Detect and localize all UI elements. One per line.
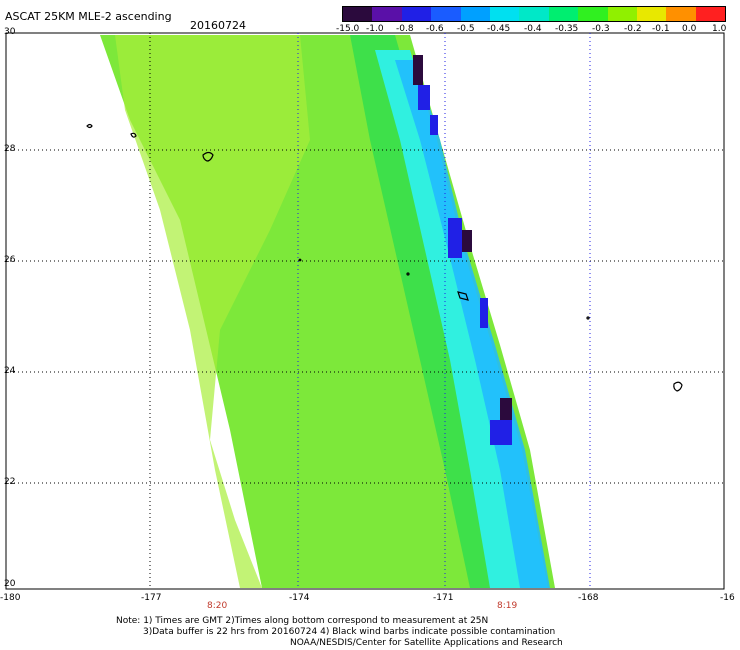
footer-note-line-2: 3)Data buffer is 22 hrs from 20160724 4)… [143, 627, 556, 637]
colorbar-label: -1.0 [366, 24, 384, 34]
lat-label: 28 [4, 144, 16, 154]
footer-credit: NOAA/NESDIS/Center for Satellite Applica… [290, 638, 563, 648]
product-title: ASCAT 25KM MLE-2 ascending [5, 10, 172, 23]
island-outline [673, 381, 683, 392]
swath-blue-cell [448, 218, 462, 258]
time-label: 8:19 [497, 601, 518, 611]
island-outline [130, 132, 137, 138]
coastlines [86, 123, 683, 392]
colorbar-swatch [431, 7, 461, 21]
colorbar-swatch [401, 7, 432, 21]
colorbar-swatch [489, 7, 520, 21]
colorbar-label: -0.4 [524, 24, 542, 34]
colorbar-swatch [519, 7, 549, 21]
product-date: 20160724 [190, 19, 246, 32]
swath-purple-cell [413, 55, 423, 85]
colorbar-label: -0.1 [652, 24, 670, 34]
island-dot [298, 258, 302, 262]
colorbar-label: -0.5 [457, 24, 475, 34]
colorbar-label: -0.35 [555, 24, 579, 34]
colorbar-label: 0.0 [682, 24, 697, 34]
island-outline [457, 291, 469, 301]
lon-label: -171 [433, 593, 454, 603]
lat-label: 20 [4, 579, 16, 589]
colorbar-swatch [578, 7, 608, 21]
lon-label: -174 [289, 593, 310, 603]
lon-label: -16 [720, 593, 735, 603]
footer-note-line-1: Note: 1) Times are GMT 2)Times along bot… [116, 616, 489, 626]
colorbar-swatch [343, 7, 373, 21]
lon-label: -180 [0, 593, 21, 603]
colorbar-swatch [372, 7, 402, 21]
swath-blue-cell [480, 298, 488, 328]
colorbar-label: -15.0 [336, 24, 360, 34]
swath-blue-cell [430, 115, 438, 135]
colorbar-swatch [607, 7, 637, 21]
lat-label: 22 [4, 477, 16, 487]
lon-label: -168 [578, 593, 599, 603]
lat-label: 24 [4, 366, 16, 376]
colorbar-swatch [548, 7, 579, 21]
swath-blue-cell [418, 85, 430, 110]
plot-frame [5, 32, 725, 590]
colorbar-swatch [636, 7, 667, 21]
colorbar-label: -0.45 [487, 24, 511, 34]
swath-purple-cell [500, 398, 512, 420]
colorbar-swatch [666, 7, 696, 21]
time-label: 8:20 [207, 601, 228, 611]
colorbar-swatch [695, 7, 726, 21]
colorbar [342, 6, 726, 22]
swath-blue-cell [490, 420, 512, 445]
colorbar-label: -0.8 [396, 24, 414, 34]
lat-label: 30 [4, 27, 16, 37]
colorbar-label: -0.3 [592, 24, 610, 34]
island-dot [406, 272, 410, 276]
colorbar-label: -0.2 [624, 24, 642, 34]
colorbar-label: 1.0 [712, 24, 727, 34]
colorbar-label: -0.6 [426, 24, 444, 34]
colorbar-swatch [460, 7, 490, 21]
lon-label: -177 [141, 593, 162, 603]
island-outline [202, 151, 214, 162]
island-dot [586, 316, 590, 320]
lon-gridlines [297, 33, 591, 589]
swath-light-blue-band [395, 60, 550, 588]
island-outline [86, 123, 93, 129]
swath-light-green-patch [115, 35, 310, 588]
lat-label: 26 [4, 255, 16, 265]
